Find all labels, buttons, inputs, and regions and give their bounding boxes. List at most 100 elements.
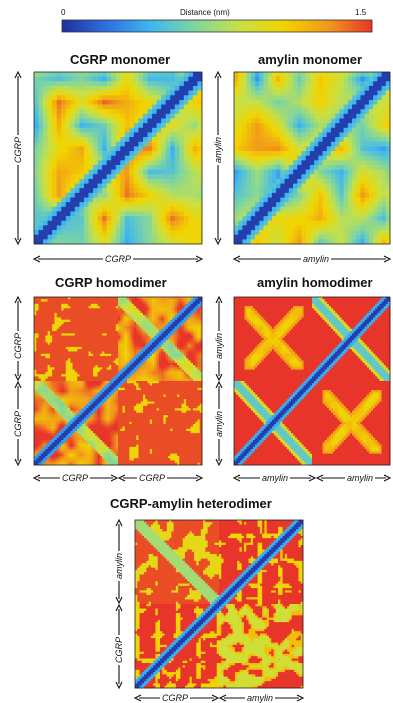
heatmap-cell xyxy=(305,216,311,222)
heatmap-cell xyxy=(122,360,126,364)
heatmap-cell xyxy=(65,312,69,316)
heatmap-cell xyxy=(93,349,96,352)
heatmap-cell xyxy=(339,206,344,212)
heatmap-cell xyxy=(288,72,294,77)
heatmap-cell xyxy=(133,90,139,96)
heatmap-cell xyxy=(95,321,98,325)
heatmap-cell xyxy=(40,315,44,318)
heatmap-cell xyxy=(156,81,162,87)
heatmap-cell xyxy=(34,234,39,240)
heatmap-cell xyxy=(70,90,76,96)
heatmap-cell xyxy=(129,220,135,226)
heatmap-cell xyxy=(115,216,121,222)
heatmap-cell xyxy=(364,118,370,124)
heatmap-cell xyxy=(293,206,298,212)
heatmap-cell xyxy=(131,315,135,318)
heatmap-cell xyxy=(140,337,144,341)
heatmap-cell xyxy=(56,72,62,77)
heatmap-cell xyxy=(81,317,85,321)
heatmap-cell xyxy=(335,109,340,115)
heatmap-cell xyxy=(192,72,198,77)
heatmap-cell xyxy=(124,183,130,189)
heatmap-cell xyxy=(40,360,44,364)
heatmap-cell xyxy=(70,113,76,119)
heatmap-cell xyxy=(377,239,382,245)
heatmap-cell xyxy=(70,239,76,245)
heatmap-cell xyxy=(183,146,189,152)
heatmap-cell xyxy=(47,202,53,208)
heatmap-cell xyxy=(133,358,137,361)
heatmap-cell xyxy=(43,356,46,359)
heatmap-cell xyxy=(174,202,180,208)
heatmap-cell xyxy=(172,303,176,307)
heatmap-cell xyxy=(242,113,247,119)
heatmap-cell xyxy=(174,85,180,91)
heatmap-cell xyxy=(347,178,353,184)
heatmap-cell xyxy=(154,362,157,366)
heatmap-cell xyxy=(234,104,239,110)
heatmap-cell xyxy=(115,335,119,339)
heatmap-cell xyxy=(163,353,167,357)
heatmap-cell xyxy=(163,358,167,361)
heatmap-cell xyxy=(199,328,203,332)
heatmap-cell xyxy=(305,169,311,175)
heatmap-cell xyxy=(364,127,370,133)
heatmap-cell xyxy=(181,301,185,305)
heatmap-cell xyxy=(68,337,71,341)
heatmap-cell xyxy=(170,312,173,316)
heatmap-cell xyxy=(56,308,60,311)
heatmap-cell xyxy=(93,342,96,346)
heatmap-cell xyxy=(280,169,285,175)
heatmap-cell xyxy=(83,301,87,305)
heatmap-cell xyxy=(70,299,73,302)
heatmap-cell xyxy=(127,344,130,348)
heatmap-cell xyxy=(199,301,203,305)
heatmap-cell xyxy=(61,360,64,364)
heatmap-cell xyxy=(156,192,162,198)
heatmap-cell xyxy=(314,76,319,82)
heatmap-cell xyxy=(381,113,387,119)
heatmap-cell xyxy=(83,137,89,143)
heatmap-cell xyxy=(255,202,260,208)
heatmap-cell xyxy=(188,76,194,82)
heatmap-cell xyxy=(102,344,105,348)
heatmap-cell xyxy=(122,340,126,343)
heatmap-cell xyxy=(40,335,44,339)
heatmap-cell xyxy=(34,113,39,119)
heatmap-cell xyxy=(133,109,139,115)
heatmap-cell xyxy=(356,206,361,212)
heatmap-cell xyxy=(43,328,46,332)
heatmap-cell xyxy=(347,192,353,198)
heatmap-cell xyxy=(97,346,101,350)
heatmap-cell xyxy=(133,303,137,307)
heatmap-cell xyxy=(165,349,169,352)
heatmap-cell xyxy=(145,353,148,357)
heatmap-cell xyxy=(154,342,157,346)
heatmap-cell xyxy=(197,337,201,341)
heatmap-cell xyxy=(79,211,85,217)
heatmap-cell xyxy=(271,137,277,143)
heatmap-cell xyxy=(79,137,85,143)
heatmap-cell xyxy=(192,328,196,332)
heatmap-cell xyxy=(142,317,146,321)
heatmap-cell xyxy=(38,118,44,124)
heatmap-cell xyxy=(314,109,319,115)
heatmap-cell xyxy=(115,192,121,198)
heatmap-cell xyxy=(330,109,336,115)
heatmap-cell xyxy=(99,326,103,330)
heatmap-cell xyxy=(330,160,336,166)
heatmap-cell xyxy=(36,353,39,357)
heatmap-cell xyxy=(152,72,157,77)
heatmap-cell xyxy=(142,225,148,231)
heatmap-cell xyxy=(65,331,69,334)
heatmap-cell xyxy=(97,183,103,189)
heatmap-cell xyxy=(88,230,94,236)
heatmap-cell xyxy=(360,118,366,124)
heatmap-cell xyxy=(190,353,194,357)
heatmap-cell xyxy=(79,183,85,189)
heatmap-cell xyxy=(88,310,92,314)
heatmap-cell xyxy=(276,188,281,194)
heatmap-cell xyxy=(43,151,48,157)
heatmap-cell xyxy=(343,169,349,175)
heatmap-cell xyxy=(38,328,42,332)
